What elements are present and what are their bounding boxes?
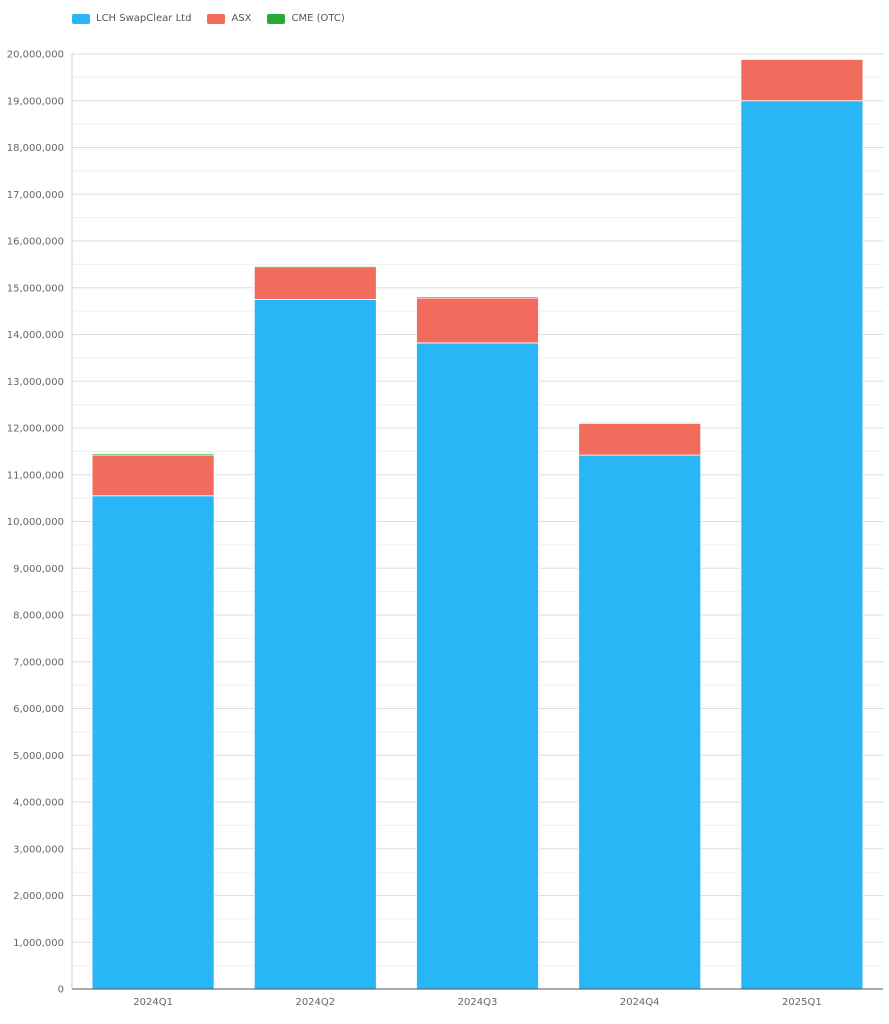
legend-swatch-cme xyxy=(267,13,286,24)
legend: LCH SwapClear Ltd ASX CME (OTC) xyxy=(72,13,345,24)
x-tick-label: 2025Q1 xyxy=(782,997,822,1008)
y-tick-label: 10,000,000 xyxy=(7,517,64,528)
bar-2025Q1-cme xyxy=(740,58,864,61)
bar-2024Q2-lch xyxy=(253,299,377,990)
legend-swatch-lch xyxy=(72,13,90,24)
bar-2024Q4-asx xyxy=(578,422,702,456)
legend-label-lch: LCH SwapClear Ltd xyxy=(96,13,192,24)
y-tick-label: 7,000,000 xyxy=(13,657,64,668)
x-tick-label: 2024Q3 xyxy=(458,997,498,1008)
y-tick-label: 20,000,000 xyxy=(7,50,64,61)
y-tick-label: 2,000,000 xyxy=(13,891,64,902)
bar-2025Q1-asx xyxy=(740,59,864,102)
y-tick-label: 9,000,000 xyxy=(13,564,64,575)
y-tick-label: 13,000,000 xyxy=(7,377,64,388)
legend-item-asx[interactable]: ASX xyxy=(207,13,251,24)
legend-item-lch[interactable]: LCH SwapClear Ltd xyxy=(72,13,191,24)
bar-2024Q3-asx xyxy=(416,297,539,344)
y-tick-label: 16,000,000 xyxy=(7,237,64,248)
bar-2024Q3-cme xyxy=(416,296,539,299)
bar-2025Q1-lch xyxy=(740,100,864,990)
y-tick-label: 18,000,000 xyxy=(7,143,64,154)
bar-2024Q1-asx xyxy=(91,454,215,497)
bar-2024Q2-cme xyxy=(253,265,377,268)
y-tick-label: 17,000,000 xyxy=(7,190,64,201)
y-tick-label: 0 xyxy=(58,985,64,996)
bar-2024Q4-cme xyxy=(578,421,702,424)
y-tick-label: 15,000,000 xyxy=(7,283,64,294)
x-tick-label: 2024Q1 xyxy=(133,997,173,1008)
legend-swatch-asx xyxy=(207,13,226,24)
y-tick-label: 4,000,000 xyxy=(13,798,64,809)
y-tick-label: 14,000,000 xyxy=(7,330,64,341)
x-tick-label: 2024Q4 xyxy=(620,997,660,1008)
bar-2024Q2-asx xyxy=(253,266,377,300)
y-tick-label: 5,000,000 xyxy=(13,751,64,762)
bar-2024Q4-lch xyxy=(578,454,702,990)
bar-2024Q3-lch xyxy=(416,342,539,990)
legend-item-cme[interactable]: CME (OTC) xyxy=(267,13,345,24)
y-tick-label: 6,000,000 xyxy=(13,704,64,715)
y-tick-label: 1,000,000 xyxy=(13,938,64,949)
y-tick-label: 8,000,000 xyxy=(13,611,64,622)
y-tick-label: 12,000,000 xyxy=(7,424,64,435)
y-tick-label: 19,000,000 xyxy=(7,96,64,107)
y-tick-label: 3,000,000 xyxy=(13,844,64,855)
bar-2024Q1-lch xyxy=(91,495,215,990)
y-tick-label: 11,000,000 xyxy=(7,470,64,481)
legend-label-asx: ASX xyxy=(231,13,252,24)
bar-2024Q1-cme xyxy=(91,453,215,456)
x-tick-label: 2024Q2 xyxy=(295,997,335,1008)
legend-label-cme: CME (OTC) xyxy=(291,13,345,24)
